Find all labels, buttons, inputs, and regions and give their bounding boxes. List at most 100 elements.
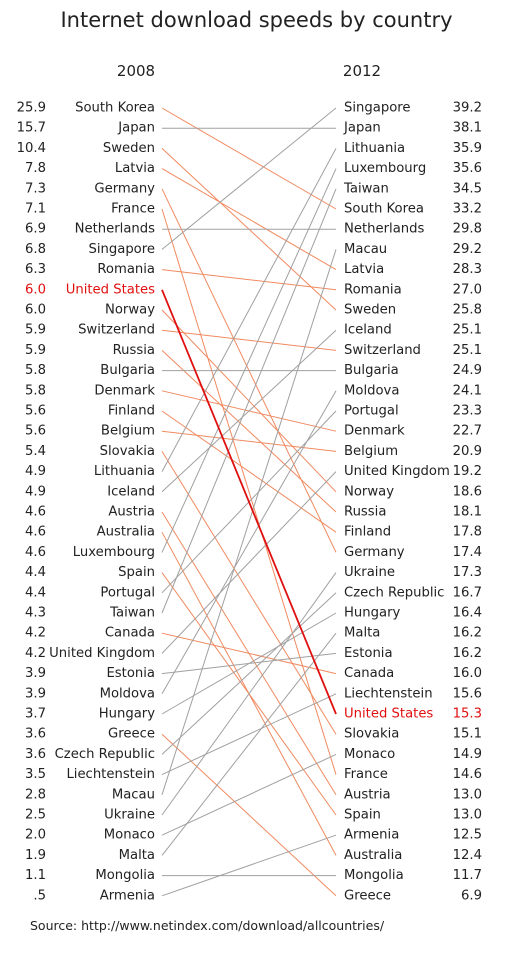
left-value-united-kingdom: 4.2 xyxy=(25,646,46,661)
left-value-hungary: 3.7 xyxy=(25,707,46,722)
left-value-greece: 3.6 xyxy=(25,727,46,742)
left-country-monaco: Monaco xyxy=(104,828,155,843)
line-greece xyxy=(161,733,337,897)
left-value-ukraine: 2.5 xyxy=(25,808,46,823)
line-iceland xyxy=(161,329,337,493)
right-value-finland: 17.8 xyxy=(453,525,482,540)
right-country-slovakia: Slovakia xyxy=(344,727,399,742)
left-value-finland: 5.6 xyxy=(25,404,46,419)
line-russia xyxy=(161,350,337,513)
left-country-liechtenstein: Liechtenstein xyxy=(66,767,155,782)
left-country-united-states: United States xyxy=(66,282,155,297)
left-country-hungary: Hungary xyxy=(99,707,156,722)
right-value-switzerland: 25.1 xyxy=(453,343,482,358)
right-value-united-states: 15.3 xyxy=(453,707,482,722)
right-country-monaco: Monaco xyxy=(344,747,395,762)
left-country-portugal: Portugal xyxy=(100,585,155,600)
right-country-singapore: Singapore xyxy=(344,101,411,116)
left-country-germany: Germany xyxy=(94,181,155,196)
left-country-bulgaria: Bulgaria xyxy=(100,363,155,378)
left-country-estonia: Estonia xyxy=(106,666,155,681)
left-value-bulgaria: 5.8 xyxy=(25,363,46,378)
right-value-ukraine: 17.3 xyxy=(453,565,482,580)
left-country-luxembourg: Luxembourg xyxy=(73,545,155,560)
right-country-luxembourg: Luxembourg xyxy=(344,161,426,176)
left-value-luxembourg: 4.6 xyxy=(25,545,46,560)
left-value-malta: 1.9 xyxy=(25,848,46,863)
line-finland xyxy=(161,410,337,533)
left-country-armenia: Armenia xyxy=(100,888,155,903)
left-country-malta: Malta xyxy=(119,848,155,863)
right-value-singapore: 39.2 xyxy=(453,101,482,116)
right-country-liechtenstein: Liechtenstein xyxy=(344,686,433,701)
line-hungary xyxy=(161,612,337,715)
right-country-latvia: Latvia xyxy=(344,262,384,277)
left-value-germany: 7.3 xyxy=(25,181,46,196)
right-value-portugal: 23.3 xyxy=(453,404,482,419)
right-country-ukraine: Ukraine xyxy=(344,565,395,580)
right-country-greece: Greece xyxy=(344,888,391,903)
left-country-mongolia: Mongolia xyxy=(95,868,155,883)
right-value-united-kingdom: 19.2 xyxy=(453,464,482,479)
left-value-portugal: 4.4 xyxy=(25,585,46,600)
line-luxembourg xyxy=(161,168,337,553)
right-country-denmark: Denmark xyxy=(344,424,405,439)
left-country-taiwan: Taiwan xyxy=(109,606,155,621)
left-country-latvia: Latvia xyxy=(115,161,155,176)
line-united-states xyxy=(161,289,337,715)
right-value-france: 14.6 xyxy=(453,767,482,782)
left-value-denmark: 5.8 xyxy=(25,383,46,398)
right-value-south-korea: 33.2 xyxy=(453,202,482,217)
right-country-south-korea: South Korea xyxy=(344,202,424,217)
line-switzerland xyxy=(161,329,337,351)
left-country-australia: Australia xyxy=(97,525,155,540)
left-country-russia: Russia xyxy=(113,343,155,358)
right-country-malta: Malta xyxy=(344,626,380,641)
right-country-macau: Macau xyxy=(344,242,387,257)
left-value-armenia: .5 xyxy=(33,888,46,903)
left-value-united-states: 6.0 xyxy=(25,282,46,297)
line-romania xyxy=(161,269,337,291)
line-monaco xyxy=(161,753,337,836)
left-labels: 25.9 South Korea 15.7 Japan 10.4 Sweden 7.8 Lat… xyxy=(17,101,156,904)
left-value-macau: 2.8 xyxy=(25,787,46,802)
right-country-czech-republic: Czech Republic xyxy=(344,585,444,600)
right-country-japan: Japan xyxy=(343,121,381,136)
left-country-denmark: Denmark xyxy=(94,383,155,398)
right-country-portugal: Portugal xyxy=(344,404,399,419)
left-value-iceland: 4.9 xyxy=(25,484,46,499)
right-value-mongolia: 11.7 xyxy=(453,868,482,883)
left-value-taiwan: 4.3 xyxy=(25,606,46,621)
right-country-romania: Romania xyxy=(344,282,402,297)
right-value-latvia: 28.3 xyxy=(453,262,482,277)
right-country-spain: Spain xyxy=(344,808,381,823)
right-value-bulgaria: 24.9 xyxy=(453,363,482,378)
left-value-austria: 4.6 xyxy=(25,505,46,520)
right-value-romania: 27.0 xyxy=(453,282,482,297)
right-country-netherlands: Netherlands xyxy=(344,222,425,237)
right-value-lithuania: 35.9 xyxy=(453,141,482,156)
line-singapore xyxy=(161,107,337,250)
left-country-moldova: Moldova xyxy=(100,686,155,701)
left-value-belgium: 5.6 xyxy=(25,424,46,439)
left-country-greece: Greece xyxy=(108,727,155,742)
right-value-iceland: 25.1 xyxy=(453,323,482,338)
line-malta xyxy=(161,632,337,856)
left-value-france: 7.1 xyxy=(25,202,46,217)
right-country-norway: Norway xyxy=(344,484,394,499)
line-liechtenstein xyxy=(161,693,337,776)
left-country-japan: Japan xyxy=(117,121,155,136)
left-value-singapore: 6.8 xyxy=(25,242,46,257)
left-value-sweden: 10.4 xyxy=(17,141,46,156)
right-value-belgium: 20.9 xyxy=(453,444,482,459)
left-country-spain: Spain xyxy=(118,565,155,580)
left-value-monaco: 2.0 xyxy=(25,828,46,843)
connector-lines xyxy=(161,107,337,897)
right-value-luxembourg: 35.6 xyxy=(453,161,482,176)
right-value-australia: 12.4 xyxy=(453,848,482,863)
right-country-france: France xyxy=(344,767,388,782)
right-country-finland: Finland xyxy=(344,525,391,540)
left-value-mongolia: 1.1 xyxy=(25,868,46,883)
right-country-lithuania: Lithuania xyxy=(344,141,405,156)
right-country-bulgaria: Bulgaria xyxy=(344,363,399,378)
